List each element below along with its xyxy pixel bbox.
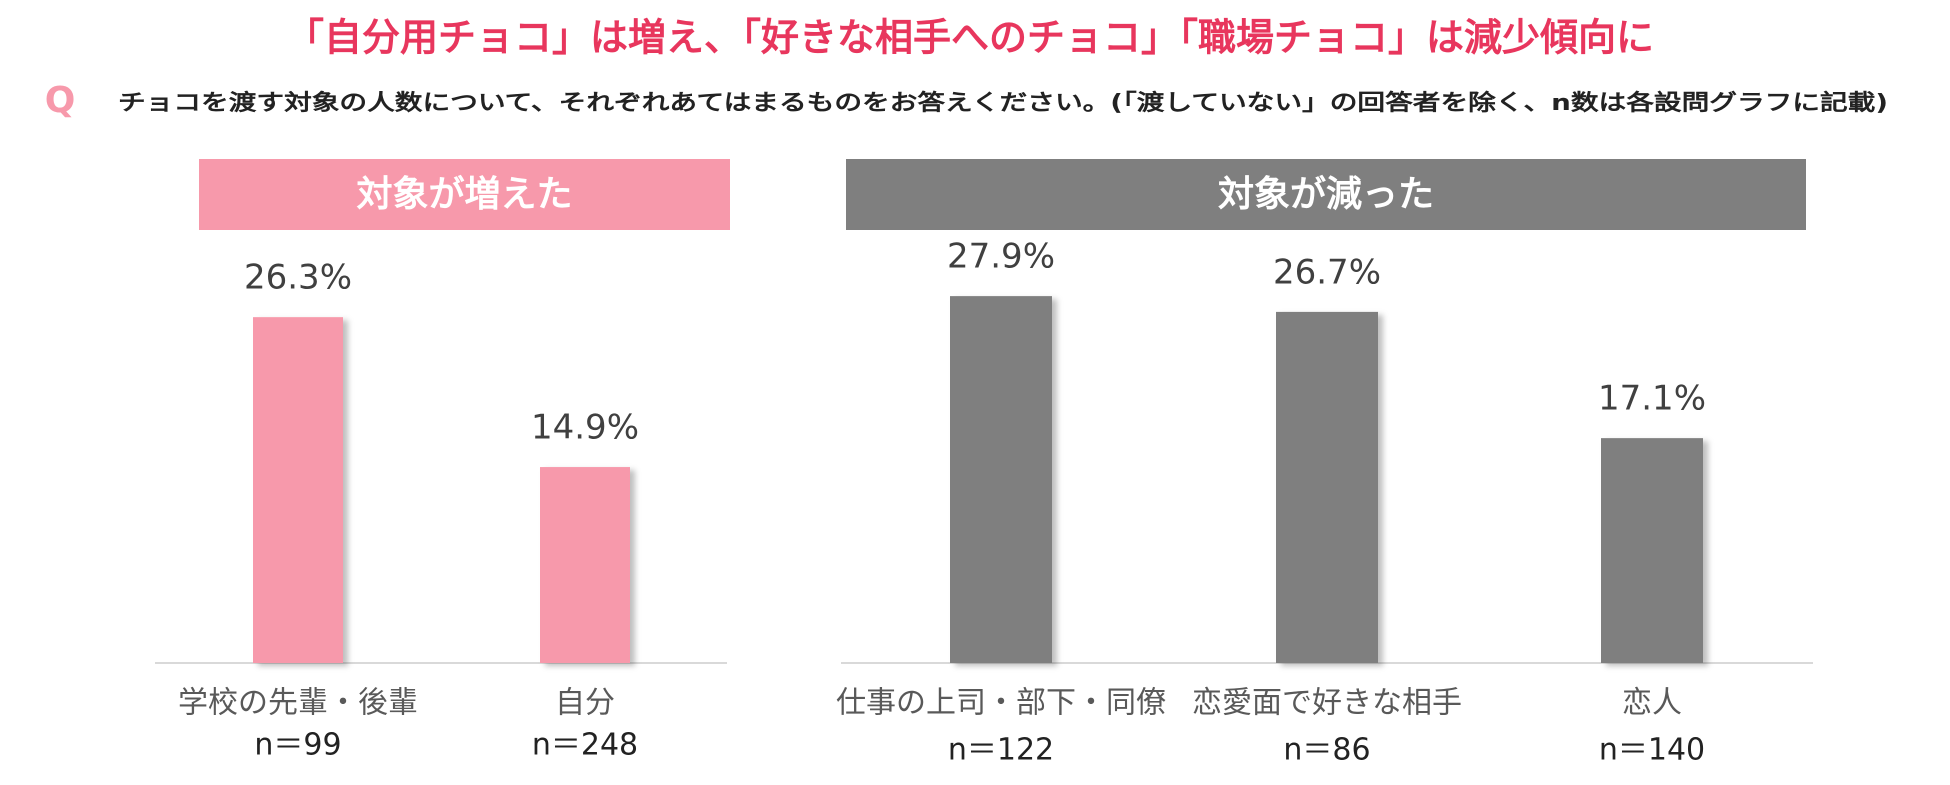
sample-size: n＝140 xyxy=(1599,733,1705,768)
panel-header xyxy=(199,159,730,230)
category-label: 仕事の上司・部下・同僚 xyxy=(836,686,1166,721)
panel-title: 対象が減った xyxy=(1218,174,1434,215)
category-label: 恋愛面で好きな相手 xyxy=(1192,686,1462,721)
value-label: 27.9% xyxy=(947,237,1055,277)
panel-header xyxy=(846,159,1806,230)
category-label: 恋人 xyxy=(1622,686,1682,721)
panel-title: 対象が増えた xyxy=(356,174,572,215)
bar xyxy=(1276,311,1378,663)
bar xyxy=(1601,438,1703,663)
value-label: 17.1% xyxy=(1598,379,1706,419)
bar xyxy=(253,317,343,663)
bar xyxy=(540,467,630,663)
sample-size: n＝248 xyxy=(532,728,638,763)
sample-size: n＝99 xyxy=(254,728,341,763)
page-title: 「自分用チョコ」は増え、「好きな相手へのチョコ」「職場チョコ」は減少傾向に xyxy=(286,16,1654,60)
bar xyxy=(950,296,1052,663)
category-label: 学校の先輩・後輩 xyxy=(178,686,418,721)
question-mark: Q xyxy=(45,80,76,121)
value-label: 14.9% xyxy=(531,408,639,448)
category-label: 自分 xyxy=(555,686,615,721)
question: チョコを渡す対象の人数について、それぞれあてはまるものをお答えください。(「渡し… xyxy=(118,90,1888,116)
sample-size: n＝122 xyxy=(948,733,1054,768)
value-label: 26.3% xyxy=(244,258,352,298)
value-label: 26.7% xyxy=(1273,252,1381,292)
sample-size: n＝86 xyxy=(1283,733,1370,768)
